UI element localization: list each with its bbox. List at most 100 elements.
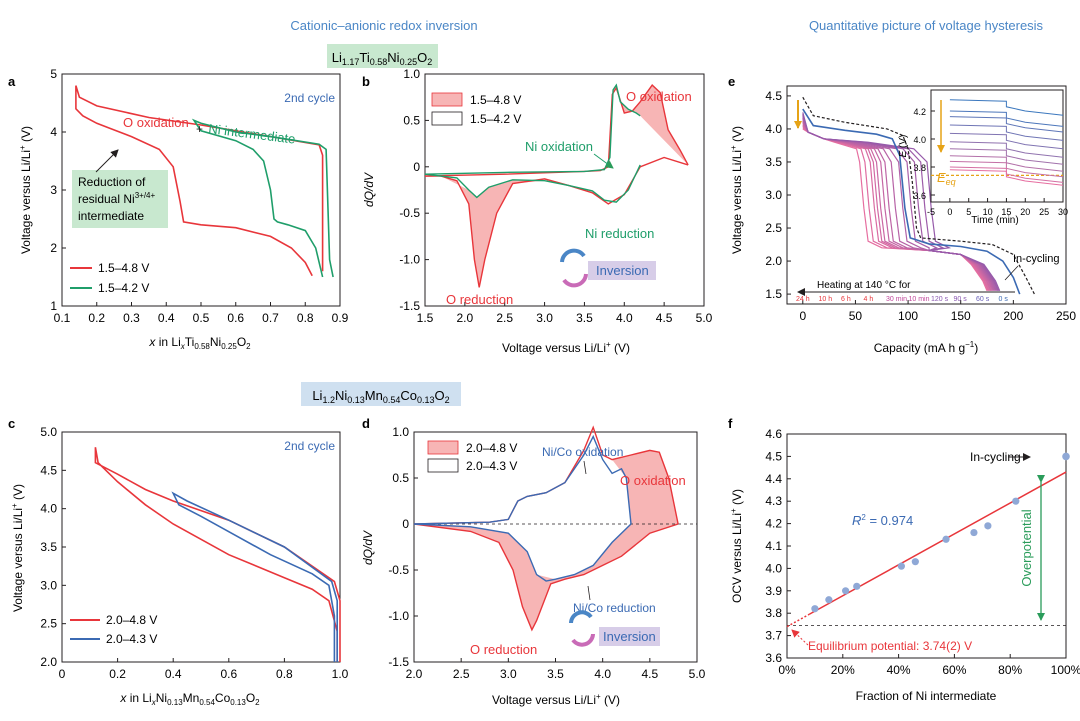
- panel-e-inset-ytick-label-3: 4.2: [913, 107, 926, 117]
- panel-d-legend-swatch-2: [427, 458, 459, 473]
- panel-b-xtick-label-6: 4.5: [656, 311, 673, 325]
- panel-e-time-labels: 24 h 10 h 6 h 4 h 30 min 10 min 120 s 90 s 60 s 0…: [796, 296, 1008, 303]
- panel-f-fit-extrapolation: [786, 613, 810, 628]
- panel-d-legend-label-1: 2.0–4.8 V: [466, 441, 517, 455]
- panel-e-time-label-6: 120 s: [931, 296, 949, 303]
- panel-c-ytick-label-1: 2.5: [40, 617, 57, 631]
- panel-b-xtick-label-0: 1.5: [417, 311, 434, 325]
- panel-d-fill-region-2: [414, 524, 679, 630]
- panel-e-inset-xtick-label-3: 10: [983, 207, 993, 217]
- panel-f-ytick-label-4: 4.0: [765, 561, 782, 575]
- panel-d-curve-2-charge: [413, 434, 632, 525]
- panel-d-xtick-label-0: 2.0: [406, 667, 423, 681]
- panel-a-xtick-label-5: 0.6: [227, 311, 244, 325]
- panel-a-ytick-label-3: 4: [50, 125, 57, 139]
- panel-e-time-label-8: 60 s: [976, 296, 990, 303]
- panel-b-ytick-label-0: -1.5: [399, 299, 420, 313]
- panel-f-point-3: [841, 587, 850, 595]
- panel-d-curve-2-discharge: [413, 523, 632, 582]
- panel-d-legend-swatch-1: [427, 440, 459, 455]
- panel-f-xtick-label-1: 20%: [831, 663, 855, 677]
- panel-f-xtick-label-4: 80%: [998, 663, 1022, 677]
- panel-d-xtick-label-5: 4.5: [641, 667, 658, 681]
- panel-f-point-9: [984, 522, 992, 530]
- panel-f-ticks: 0% 20% 40% 60% 80% 100% 3.6 3.7 3.8 3.9 4.0 4.1 4.2 4…: [765, 427, 1080, 677]
- panel-b-ni-oxidation-arrow: [593, 153, 614, 169]
- panel-e-time-label-9: 0 s: [999, 296, 1009, 303]
- panel-e-inset-xtick-label-7: 30: [1058, 207, 1068, 217]
- panel-letter-d: d: [362, 416, 370, 431]
- panel-d-o-oxidation: O oxidation: [620, 473, 686, 488]
- panel-e-ytick-label-3: 3.0: [765, 188, 782, 202]
- panel-c: 0 0.2 0.4 0.6 0.8 1.0 2.0 2.5 3.0 3.5 4.0 4.5 5.0 2n…: [10, 425, 349, 707]
- compound-bottom-label: Li1.2Ni0.13Mn0.54Co0.13O2: [312, 388, 449, 405]
- panel-a-ni-intermediate: Ni intermediate: [208, 121, 297, 147]
- panel-a-ytick-label-2: 3: [50, 183, 57, 197]
- panel-a-xtick-label-6: 0.7: [262, 311, 279, 325]
- panel-f-ytick-label-0: 3.6: [765, 651, 782, 665]
- panel-e-time-label-3: 4 h: [864, 296, 874, 303]
- panel-d-nico-oxidation: Ni/Co oxidation: [542, 445, 623, 459]
- panel-d-nico-reduction: Ni/Co reduction: [573, 601, 656, 615]
- panel-e-time-label-5: 10 min: [909, 296, 930, 303]
- panel-d-ticks: 2.0 2.5 3.0 3.5 4.0 4.5 5.0 -1.5 -1.0 -0.5 0 0.5 1.0: [388, 425, 705, 681]
- panel-d-nico-reduction-tick: [587, 585, 591, 601]
- panel-f-ytick-label-10: 4.6: [765, 427, 782, 441]
- panel-b-series: [424, 83, 689, 288]
- panel-a-annotation-arrow: [95, 149, 119, 173]
- panel-f-series: [786, 452, 1070, 628]
- panel-f-point-5: [897, 562, 905, 570]
- panel-b-xtick-label-7: 5.0: [696, 311, 713, 325]
- panel-e-time-label-2: 6 h: [841, 296, 851, 303]
- panel-d-fill-region-1: [612, 450, 679, 524]
- panel-f-equilibrium-label: Equilibrium potential: 3.74(2) V: [808, 639, 972, 653]
- panel-b-ytick-label-1: -1.0: [399, 253, 420, 267]
- panel-a-annotation-line3: intermediate: [78, 209, 144, 223]
- panel-letter-b: b: [362, 74, 370, 89]
- panel-e-ytick-label-5: 4.0: [765, 122, 782, 136]
- panel-d: 2.0 2.5 3.0 3.5 4.0 4.5 5.0 -1.5 -1.0 -0.5 0 0.5 1.0…: [361, 425, 706, 707]
- panel-c-ytick-label-2: 3.0: [40, 578, 57, 592]
- panel-e-xtick-label-5: 250: [1056, 309, 1076, 323]
- panel-a-ylabel: Voltage versus Li/Li+ (V): [18, 126, 33, 254]
- panel-b-legend-swatch-2: [431, 111, 463, 126]
- panel-b-xtick-label-1: 2.0: [457, 311, 474, 325]
- panel-d-xtick-label-1: 2.5: [453, 667, 470, 681]
- panel-b-ytick-label-3: 0: [413, 160, 420, 174]
- panel-a-xtick-label-7: 0.8: [297, 311, 314, 325]
- compound-bottom-box: [301, 382, 461, 406]
- panel-b-ni-oxidation: Ni oxidation: [525, 139, 593, 154]
- panel-f-ytick-label-6: 4.2: [765, 517, 782, 531]
- panel-f-xtick-label-2: 40%: [887, 663, 911, 677]
- panel-e-xtick-label-3: 150: [951, 309, 971, 323]
- panel-b-fill-region-2: [440, 176, 545, 288]
- panel-d-xtick-label-3: 3.5: [547, 667, 564, 681]
- panel-f-ylabel: OCV versus Li/Li+ (V): [729, 489, 744, 603]
- panel-c-xtick-label-0: 0: [59, 667, 66, 681]
- panel-e-curve-in-cycling: [802, 96, 1035, 295]
- panel-c-curve-2: [171, 491, 338, 662]
- panel-b-legend-label-1: 1.5–4.8 V: [470, 93, 521, 107]
- panel-b-xlabel: Voltage versus Li/Li+ (V): [502, 340, 630, 355]
- panel-f-r2: R2 = 0.974: [852, 513, 913, 528]
- panel-b-ytick-label-2: -0.5: [399, 206, 420, 220]
- panel-a-xtick-label-2: 0.3: [123, 311, 140, 325]
- panel-e-inset-xtick-label-2: 5: [966, 207, 971, 217]
- panel-e-time-label-7: 90 s: [954, 296, 968, 303]
- panel-a-curve-2: [191, 118, 334, 278]
- panel-c-xtick-label-2: 0.4: [165, 667, 182, 681]
- panel-e-inset-curve-6: [949, 141, 1064, 158]
- panel-f-ytick-label-8: 4.4: [765, 472, 782, 486]
- panel-e-in-cycling: In-cycling: [1013, 253, 1059, 265]
- panel-a-xtick-label-1: 0.2: [88, 311, 105, 325]
- panel-c-xtick-label-3: 0.6: [220, 667, 237, 681]
- panel-c-xlabel: x in LixNi0.13Mn0.54Co0.13O2: [119, 691, 260, 707]
- panel-e-inset-curve-4: [949, 124, 1064, 141]
- panel-f-point-4: [853, 582, 861, 590]
- panel-a-plus: +: [196, 122, 203, 136]
- panel-f-fit-line: [808, 471, 1067, 615]
- panel-letter-e: e: [728, 74, 735, 89]
- panel-b-ytick-label-4: 0.5: [403, 113, 420, 127]
- panel-d-nico-oxidation-tick: [583, 460, 587, 475]
